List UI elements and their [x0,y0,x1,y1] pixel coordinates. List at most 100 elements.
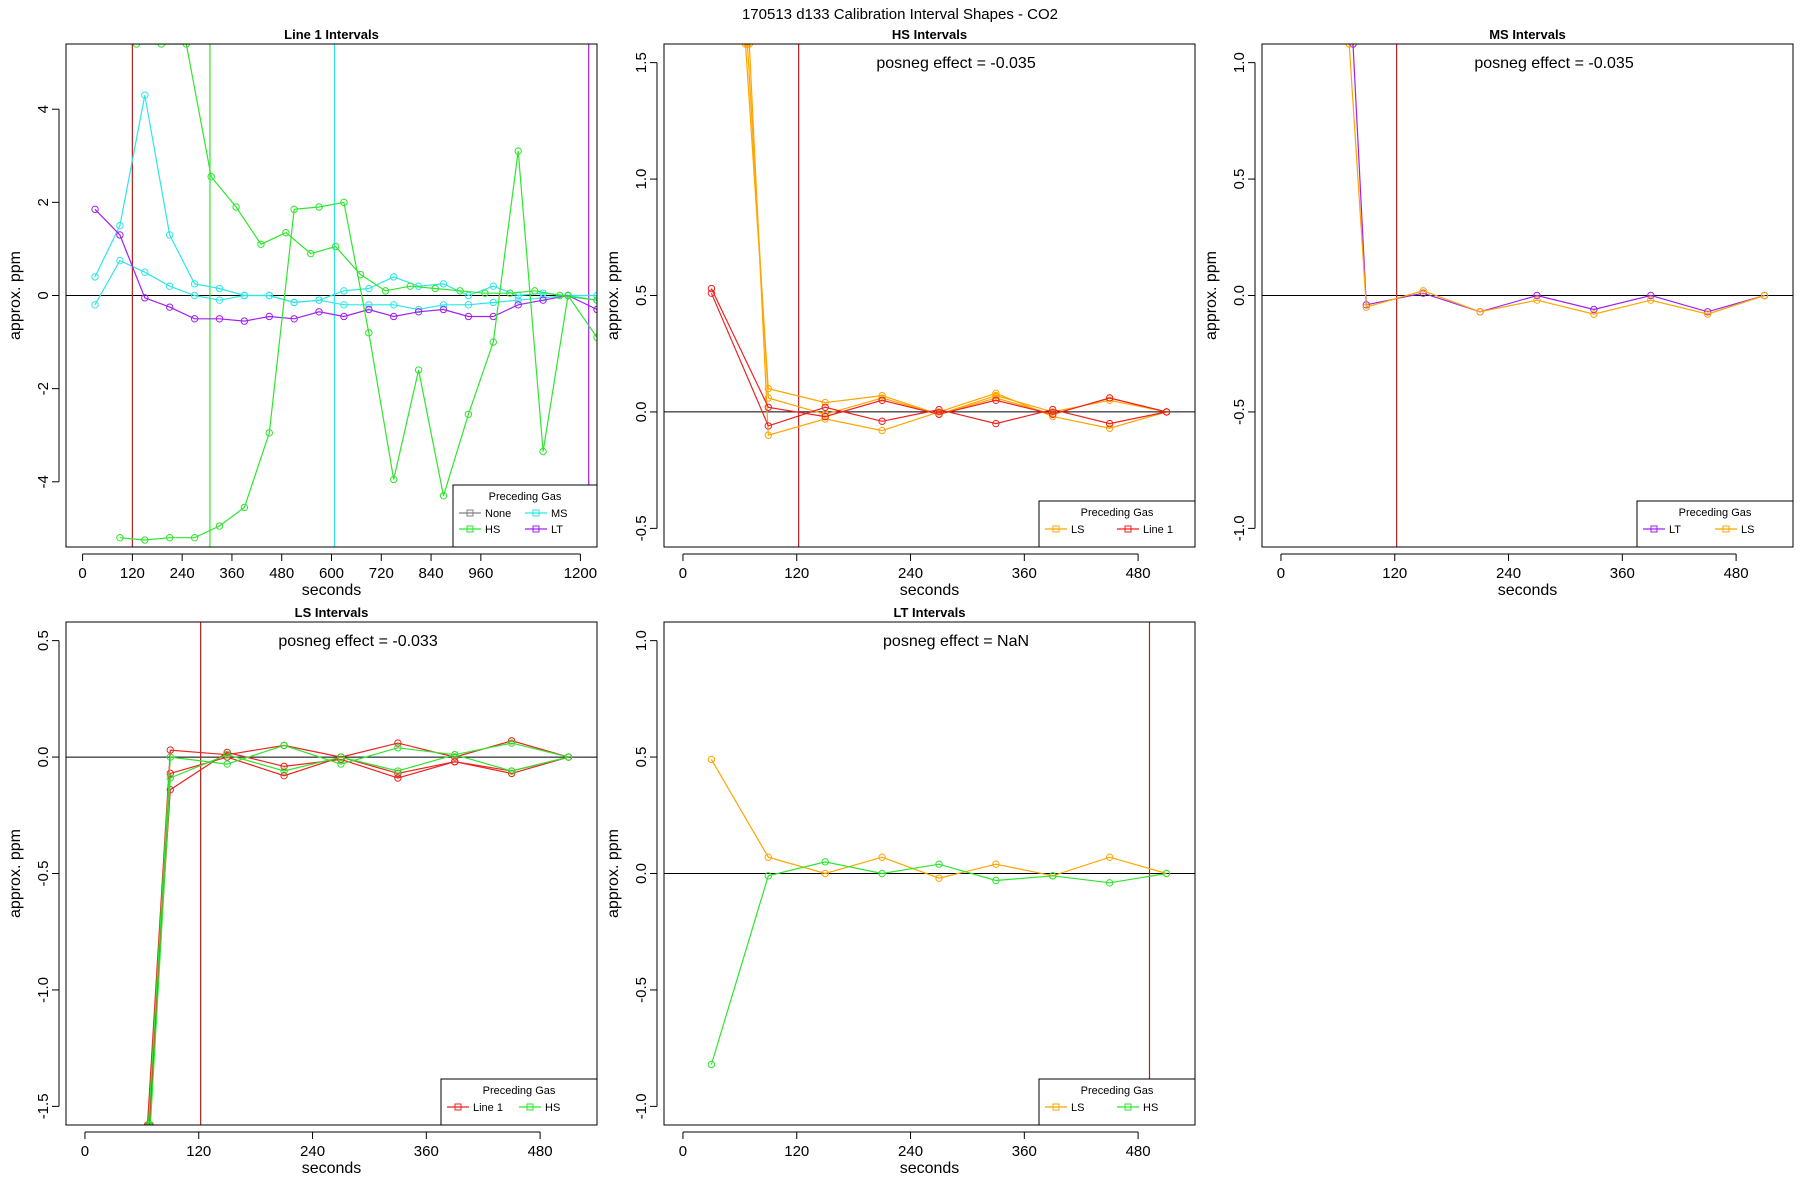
y-tick-label: -2 [35,382,52,395]
data-point [280,767,288,775]
data-point [489,338,497,346]
data-point [878,417,886,425]
data-point [223,753,231,761]
y-axis-label: approx. ppm [7,251,24,340]
panel-title: LT Intervals [893,605,965,620]
posneg-annotation: posneg effect = -0.033 [278,633,437,650]
data-point [331,242,340,251]
x-tick-label: 360 [1012,565,1037,582]
data-point [564,291,572,300]
legend: Preceding Gas Line 1 HS [440,1078,598,1126]
data-point [1760,291,1769,300]
legend-swatch-marker [466,525,474,533]
y-tick-label: 1.0 [1231,52,1248,73]
plot-frame [1261,43,1794,548]
legend: Preceding Gas None HS MS LT [452,484,598,548]
data-point [190,291,199,300]
legend-title: Preceding Gas [1679,507,1752,519]
legend-label: HS [1143,1102,1158,1114]
data-point [935,410,943,418]
data-point [992,396,1000,404]
plot-area [664,44,1195,547]
x-tick-label: 120 [1382,565,1407,582]
data-point [1590,305,1598,314]
legend-box [440,1078,598,1126]
x-tick-label: 720 [369,565,394,582]
data-point [878,853,886,861]
plot-frame [65,43,598,548]
data-point [1349,44,1357,48]
x-tick-label: 120 [120,565,145,582]
y-tick-label: -0.5 [35,861,52,887]
data-point [141,91,149,99]
data-point [821,412,829,421]
data-point [821,858,829,866]
data-point [141,268,149,276]
data-point [745,44,754,48]
data-point [489,282,497,290]
series-line-5 [119,151,597,541]
data-point [1590,310,1598,318]
y-tick-label: 0.0 [35,747,52,768]
series-line-2 [147,751,569,1125]
legend-swatch-marker [1722,525,1730,533]
series-line-2 [746,44,1167,415]
x-tick-label: 480 [1126,565,1151,582]
data-point [290,205,298,214]
x-tick-label: 360 [414,1143,439,1160]
data-point [280,771,288,780]
data-point [507,769,516,778]
data-point [215,284,224,293]
x-axis-label: seconds [900,1160,960,1177]
y-tick-label: -1.0 [35,977,52,1003]
data-point [1362,303,1371,311]
data-point [215,315,224,323]
legend-label: LS [1071,524,1084,536]
x-tick-label: 600 [319,565,344,582]
data-point [141,536,149,544]
plot-frame [663,621,1196,1126]
data-point [821,403,829,411]
data-point [531,287,539,295]
x-tick-label: 240 [170,565,195,582]
data-point [365,284,373,293]
plot-frame [65,621,598,1126]
data-point [878,869,886,878]
data-point [166,231,174,239]
data-point [539,447,547,456]
data-point [539,294,547,302]
legend: Preceding Gas LS HS [1038,1078,1196,1126]
y-tick-label: -0.5 [633,977,650,1003]
data-point [764,403,773,411]
data-point [365,329,373,337]
data-point [290,298,298,307]
data-point [564,753,573,761]
data-point [215,522,224,530]
series-line-5 [149,754,569,1125]
legend-swatch-marker [454,1103,462,1111]
data-point [1049,410,1057,418]
x-tick-label: 240 [898,1143,923,1160]
plot-area [66,44,597,547]
data-point [406,282,415,290]
data-point [232,203,240,211]
data-point [1049,872,1057,880]
panel-title: Line 1 Intervals [284,27,379,42]
data-point [390,301,398,309]
data-point [464,312,473,321]
series-line-3 [148,756,569,1125]
data-point [935,405,943,414]
data-point [340,287,348,295]
panel-title: HS Intervals [892,27,967,42]
data-point [116,221,124,230]
data-point [337,753,345,761]
data-point [707,284,716,293]
legend-label: MS [551,508,568,520]
series-line-1 [1352,44,1765,313]
data-point [514,301,522,309]
data-point [144,1121,153,1125]
legend-label: Line 1 [473,1102,503,1114]
x-tick-label: 240 [1496,565,1521,582]
